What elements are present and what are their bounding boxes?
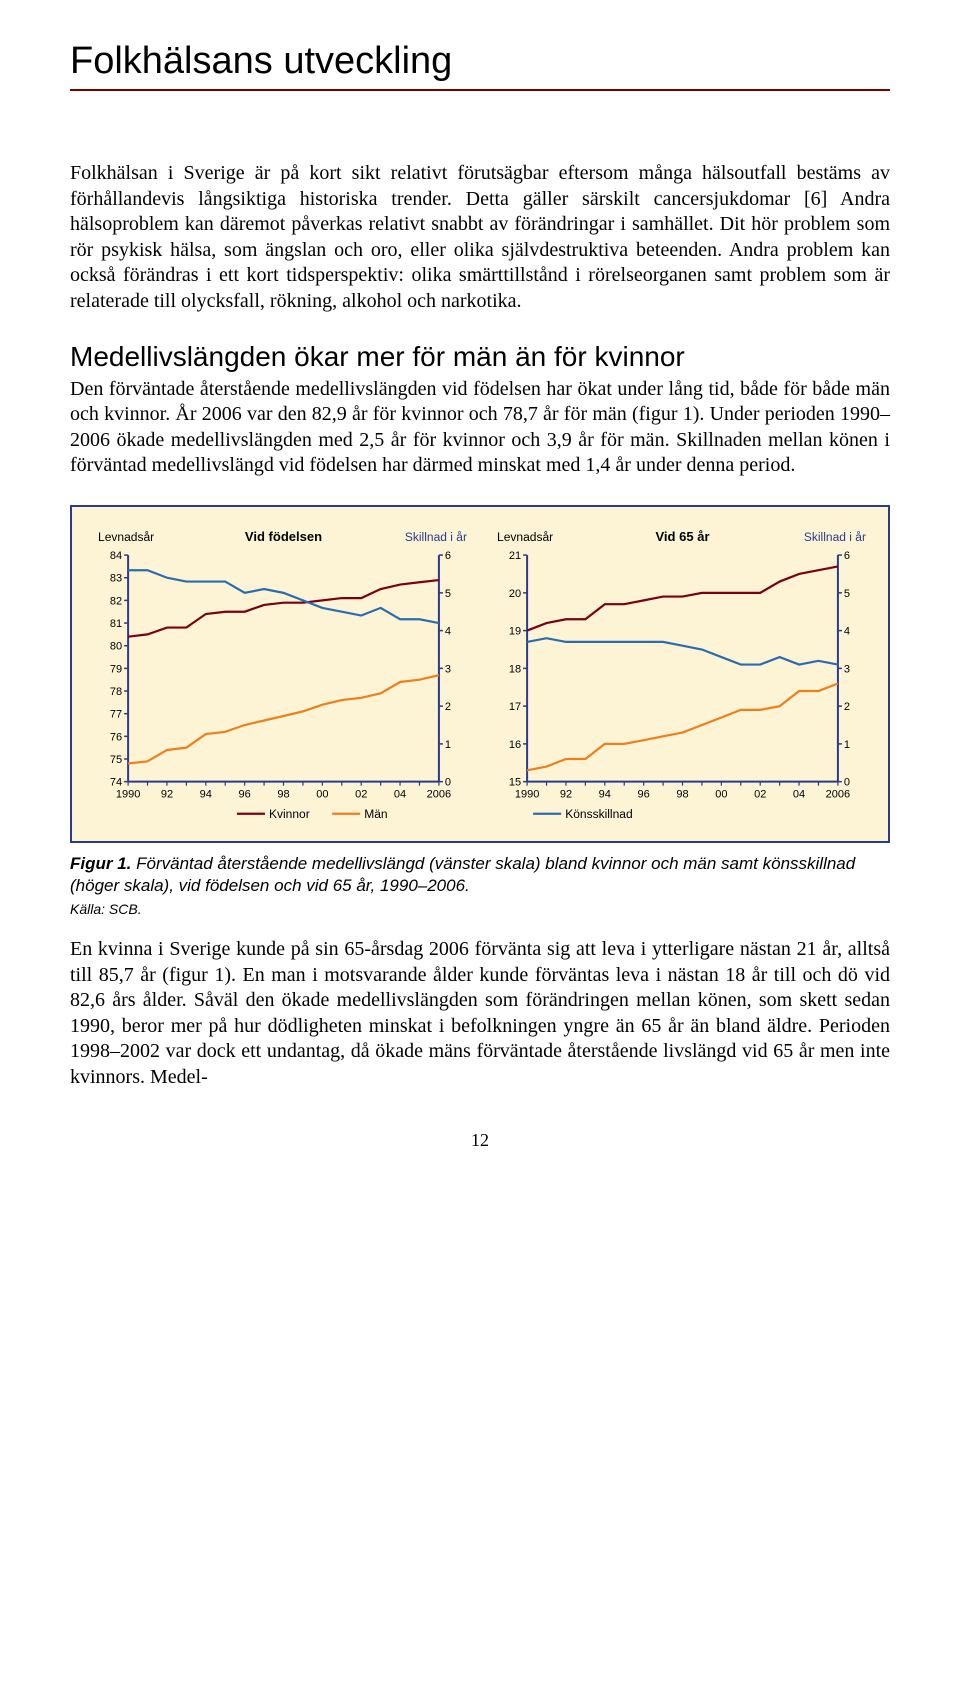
- svg-text:Könsskillnad: Könsskillnad: [565, 807, 632, 821]
- svg-text:00: 00: [316, 789, 328, 801]
- svg-text:92: 92: [560, 789, 572, 801]
- svg-text:94: 94: [200, 789, 212, 801]
- svg-text:16: 16: [509, 739, 521, 751]
- svg-text:2006: 2006: [427, 789, 452, 801]
- svg-text:4: 4: [445, 626, 451, 638]
- svg-text:6: 6: [844, 550, 850, 562]
- section-paragraph-1: Den förväntade återstående medellivsläng…: [70, 377, 890, 479]
- svg-text:Levnadsår: Levnadsår: [497, 530, 553, 544]
- svg-text:02: 02: [754, 789, 766, 801]
- svg-text:0: 0: [445, 777, 451, 789]
- svg-text:76: 76: [110, 731, 122, 743]
- intro-paragraph: Folkhälsan i Sverige är på kort sikt rel…: [70, 161, 890, 315]
- svg-text:96: 96: [239, 789, 251, 801]
- svg-text:21: 21: [509, 550, 521, 562]
- svg-text:98: 98: [676, 789, 688, 801]
- svg-text:00: 00: [715, 789, 727, 801]
- svg-text:18: 18: [509, 663, 521, 675]
- page-title: Folkhälsans utveckling: [70, 40, 890, 83]
- svg-text:4: 4: [844, 626, 850, 638]
- svg-text:Män: Män: [364, 807, 387, 821]
- svg-text:83: 83: [110, 573, 122, 585]
- svg-text:Vid 65 år: Vid 65 år: [655, 529, 709, 544]
- svg-text:78: 78: [110, 686, 122, 698]
- svg-text:1990: 1990: [116, 789, 141, 801]
- svg-text:6: 6: [445, 550, 451, 562]
- figure-caption: Figur 1. Förväntad återstående medellivs…: [70, 853, 890, 897]
- svg-text:2: 2: [445, 701, 451, 713]
- svg-text:94: 94: [599, 789, 611, 801]
- svg-text:1990: 1990: [515, 789, 540, 801]
- svg-text:04: 04: [394, 789, 406, 801]
- svg-text:92: 92: [161, 789, 173, 801]
- svg-text:Vid födelsen: Vid födelsen: [245, 529, 322, 544]
- svg-text:0: 0: [844, 777, 850, 789]
- svg-text:5: 5: [844, 588, 850, 600]
- svg-text:5: 5: [445, 588, 451, 600]
- svg-text:1: 1: [445, 739, 451, 751]
- chart-right: LevnadsårVid 65 årSkillnad i år151617181…: [489, 527, 870, 833]
- svg-text:96: 96: [638, 789, 650, 801]
- svg-text:79: 79: [110, 663, 122, 675]
- svg-text:80: 80: [110, 641, 122, 653]
- svg-text:Levnadsår: Levnadsår: [98, 530, 154, 544]
- svg-text:84: 84: [110, 550, 122, 562]
- svg-text:20: 20: [509, 588, 521, 600]
- figure-caption-rest: Förväntad återstående medellivslängd (vä…: [70, 854, 855, 895]
- title-rule: [70, 89, 890, 91]
- svg-text:81: 81: [110, 618, 122, 630]
- svg-text:Skillnad i år: Skillnad i år: [804, 530, 866, 544]
- page: Folkhälsans utveckling Folkhälsan i Sver…: [0, 0, 960, 1181]
- svg-text:3: 3: [844, 663, 850, 675]
- svg-text:19: 19: [509, 626, 521, 638]
- svg-text:74: 74: [110, 777, 122, 789]
- svg-text:82: 82: [110, 595, 122, 607]
- page-number: 12: [70, 1130, 890, 1151]
- svg-text:77: 77: [110, 709, 122, 721]
- chart-left: Levnadsår Vid födelsen Skillnad i år 74 75 76…: [90, 527, 471, 833]
- svg-text:2006: 2006: [826, 789, 851, 801]
- figure-box: Levnadsår Vid födelsen Skillnad i år 74 75 76…: [70, 505, 890, 843]
- svg-text:1: 1: [844, 739, 850, 751]
- svg-text:75: 75: [110, 754, 122, 766]
- svg-text:04: 04: [793, 789, 805, 801]
- svg-text:17: 17: [509, 701, 521, 713]
- chart-65: LevnadsårVid 65 årSkillnad i år151617181…: [489, 527, 870, 828]
- figure-source: Källa: SCB.: [70, 901, 890, 917]
- svg-text:02: 02: [355, 789, 367, 801]
- svg-text:Kvinnor: Kvinnor: [269, 807, 310, 821]
- svg-text:15: 15: [509, 777, 521, 789]
- charts-row: Levnadsår Vid födelsen Skillnad i år 74 75 76…: [90, 527, 870, 833]
- figure-caption-lead: Figur 1.: [70, 854, 131, 873]
- chart-birth: Levnadsår Vid födelsen Skillnad i år 74 75 76…: [90, 527, 471, 828]
- svg-text:Skillnad i år: Skillnad i år: [405, 530, 467, 544]
- svg-text:2: 2: [844, 701, 850, 713]
- svg-text:98: 98: [277, 789, 289, 801]
- section-paragraph-2: En kvinna i Sverige kunde på sin 65-årsd…: [70, 937, 890, 1091]
- section-heading: Medellivslängden ökar mer för män än för…: [70, 341, 890, 373]
- svg-text:3: 3: [445, 663, 451, 675]
